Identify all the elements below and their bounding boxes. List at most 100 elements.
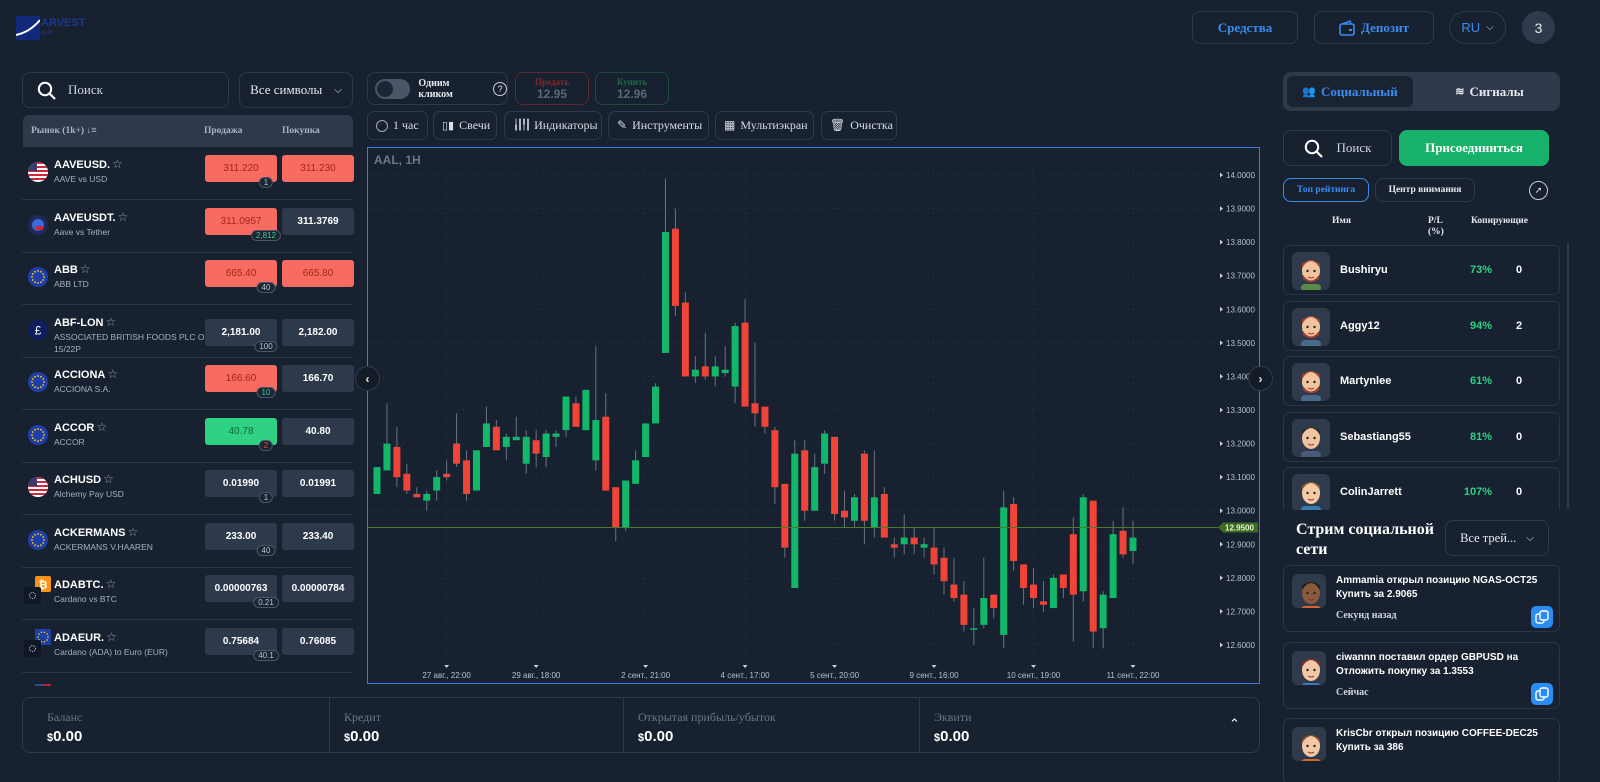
trader-row[interactable]: Martynlee 61% 0 (1283, 356, 1560, 406)
trader-avatar (1292, 252, 1330, 290)
market-row[interactable]: ACCOR ☆ ACCOR 40.78 40.80 2 (22, 411, 354, 463)
trader-row[interactable]: Bushiryu 73% 0 (1283, 245, 1560, 295)
account-item: Кредит $0.00 (329, 698, 623, 754)
logo[interactable]: ARVEST gold (15, 15, 95, 41)
trader-name: ColinJarrett (1340, 486, 1402, 498)
buy-price-button[interactable]: 40.80 (282, 417, 354, 445)
trader-row[interactable]: ColinJarrett 107% 0 (1283, 467, 1560, 510)
compass-icon[interactable]: ➚ (1529, 181, 1548, 200)
buy-price-button[interactable]: 0.01991 (282, 470, 354, 497)
copy-trade-icon[interactable] (1531, 606, 1553, 628)
buy-price-button[interactable]: 0.00000784 (282, 575, 354, 602)
buy-price-button[interactable]: 0.76085 (282, 627, 354, 655)
join-button[interactable]: Присоединиться (1399, 130, 1549, 166)
spread-badge: 1 (258, 492, 274, 503)
buy-price-button[interactable]: 2,182.00 (282, 318, 354, 346)
market-row[interactable]: ADAEUR. ☆ Cardano (ADA) to Euro (EUR) 0.7… (22, 621, 354, 673)
symbol-name: ACCOR ☆ (54, 419, 108, 434)
trader-pl: 94% (1469, 319, 1492, 332)
price-chart[interactable]: 12.6000 12.7000 12.8000 12.9000 13.0000 13.10… (367, 147, 1260, 684)
favorite-star-icon[interactable]: ☆ (106, 629, 117, 644)
market-row[interactable]: ACCIONA ☆ ACCIONA S.A. 166.60 166.70 10 (22, 358, 354, 410)
symbol-description: ACCIONA S.A. (54, 384, 111, 394)
symbol-name: ACKERMANS ☆ (54, 524, 139, 539)
trader-copiers: 2 (1516, 319, 1523, 332)
search-icon (1304, 139, 1323, 158)
chart-next-button[interactable]: › (1248, 366, 1273, 391)
market-row[interactable]: £ ABF-LON ☆ ASSOCIATED BRITISH FOODS PLC O… (22, 306, 354, 358)
sell-button[interactable]: Продать 12.95 (515, 72, 589, 105)
clear-button[interactable]: 🗑 Очистка (821, 111, 897, 140)
symbol-name: ACHUSD ☆ (54, 472, 114, 486)
copy-trade-icon[interactable] (1531, 682, 1553, 705)
favorite-star-icon[interactable]: ☆ (112, 157, 123, 171)
buy-price-button[interactable]: 166.70 (282, 365, 354, 392)
x-tick-marker (931, 665, 937, 668)
market-row[interactable]: AAVEUSD. ☆ AAVE vs USD 311.220 311.230 1 (22, 148, 354, 200)
market-row[interactable]: ACKERMANS ☆ ACKERMANS V.HAAREN 233.00 233… (22, 516, 354, 568)
multiscreen-button[interactable]: ▦ Мультиэкран (715, 111, 814, 140)
favorite-star-icon[interactable]: ☆ (117, 209, 129, 224)
indicators-button[interactable]: ╽┃╿┃ Индикаторы (504, 111, 602, 140)
interval-button[interactable]: 1 час (367, 111, 428, 140)
sort-icon: ↓≡ (86, 126, 97, 136)
candle-down (930, 547, 938, 565)
filter-top-rating[interactable]: Топ рейтинга (1283, 178, 1369, 202)
symbol-filter-dropdown[interactable]: Все символы ⌵ (239, 72, 353, 108)
symbol-description: ASSOCIATED BRITISH FOODS PLC ORD 5 15/22… (54, 331, 224, 354)
buy-button[interactable]: Купить 12.96 (595, 72, 669, 105)
market-row[interactable]: ₿ ADABTC. ☆ Cardano vs BTC 0.00000763 0.00… (22, 568, 354, 620)
favorite-star-icon[interactable]: ☆ (107, 367, 119, 381)
market-row[interactable]: ABB ☆ ABB LTD 665.40 665.80 40 (22, 253, 354, 305)
favorite-star-icon[interactable]: ☆ (103, 472, 114, 486)
candle-up (1049, 577, 1057, 609)
col-market[interactable]: Рынок (1k+) ↓≡ (31, 126, 97, 136)
favorite-star-icon[interactable]: ☆ (105, 577, 117, 591)
trader-search-input[interactable]: Поиск (1283, 130, 1392, 166)
buy-price-button[interactable]: 233.40 (282, 522, 354, 550)
y-tick-marker (1220, 273, 1223, 279)
candles-label: Свечи (459, 118, 491, 132)
tools-button[interactable]: ✎ Инструменты (608, 111, 709, 140)
candle-up (482, 423, 490, 447)
language-select[interactable]: RU ⌵ (1449, 11, 1506, 44)
chevron-up-icon[interactable]: ⌃ (1229, 716, 1240, 731)
spread-badge: 1 (258, 177, 274, 188)
buy-price-button[interactable]: 311.3769 (282, 207, 354, 235)
tab-social[interactable]: 👥 Социальный (1287, 76, 1413, 107)
x-tick-marker (742, 665, 748, 668)
favorite-star-icon[interactable]: ☆ (79, 262, 91, 276)
stream-filter-dropdown[interactable]: Все трей... ⌵ (1445, 520, 1549, 556)
pencil-ruler-icon: ✎ (617, 118, 628, 132)
candle-up (731, 326, 739, 387)
market-search-input[interactable]: Поиск (22, 72, 229, 108)
user-avatar[interactable]: 3 (1522, 11, 1555, 44)
candles-button[interactable]: ▯▮ Свечи (433, 111, 497, 140)
x-tick-marker (444, 665, 450, 668)
candle-down (1089, 500, 1097, 632)
one-click-toggle[interactable] (375, 78, 411, 99)
market-row[interactable]: AAVEUSDT. ☆ Aave vs Tether 311.0957 311.3… (22, 201, 354, 253)
funds-button[interactable]: Средства (1192, 11, 1298, 44)
trader-avatar (1292, 474, 1330, 510)
trader-row[interactable]: Sebastiang55 81% 0 (1283, 411, 1560, 462)
btc-ada-flag-icon: ₿ (24, 576, 51, 604)
trader-row[interactable]: Aggy12 94% 2 (1283, 300, 1560, 351)
deposit-button[interactable]: Депозит (1314, 11, 1434, 44)
favorite-star-icon[interactable]: ☆ (105, 314, 117, 329)
favorite-star-icon[interactable]: ☆ (96, 419, 108, 434)
traders-scrollbar[interactable] (1567, 243, 1569, 508)
candle-up (632, 460, 640, 484)
market-row[interactable]: ACHUSD ☆ Alchemy Pay USD 0.01990 0.01991 … (22, 463, 354, 515)
sell-price-button[interactable]: 2,181.00 (205, 318, 277, 346)
symbol-description: ABB LTD (54, 279, 89, 289)
filter-spotlight[interactable]: Центр внимания (1375, 178, 1475, 202)
buy-price-button[interactable]: 311.230 (282, 155, 354, 182)
spread-badge: 40 (256, 544, 276, 556)
help-icon[interactable]: ? (493, 81, 507, 96)
tab-signals[interactable]: ≋ Сигналы (1423, 76, 1556, 107)
buy-price-button[interactable]: 665.80 (282, 260, 354, 287)
chart-prev-button[interactable]: ‹ (355, 366, 380, 391)
favorite-star-icon[interactable]: ☆ (127, 524, 139, 539)
chevron-down-icon: ⌵ (1526, 532, 1534, 544)
